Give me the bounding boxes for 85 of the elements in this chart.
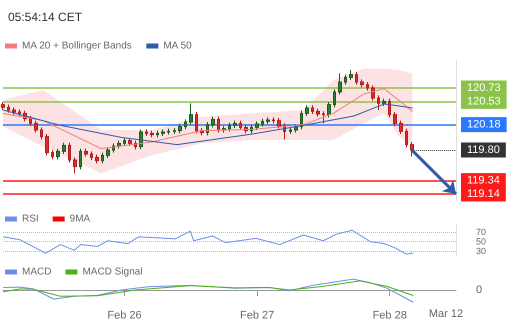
candlestick	[277, 118, 281, 130]
candlestick	[79, 148, 82, 170]
candlestick	[344, 74, 347, 86]
candlestick	[178, 124, 182, 134]
candlestick	[34, 120, 38, 134]
legend-label: RSI	[22, 214, 39, 224]
candlestick	[128, 138, 132, 146]
y-tick-label: 30	[476, 246, 486, 256]
candlestick	[106, 146, 110, 158]
candlestick	[145, 128, 148, 136]
candlestick	[316, 108, 320, 118]
candlestick	[184, 118, 187, 130]
candlestick	[410, 142, 414, 158]
candlestick	[377, 94, 380, 110]
candlestick	[399, 120, 403, 134]
candlestick	[84, 148, 88, 158]
candlestick	[338, 72, 342, 96]
text: Mar 12	[428, 308, 464, 320]
candlestick	[195, 112, 198, 134]
ref-line-label: 119.34	[467, 174, 500, 187]
candlestick	[371, 84, 375, 102]
candlestick	[161, 128, 165, 136]
candlestick	[117, 140, 121, 150]
ref-line-label: 119.80	[467, 144, 500, 156]
candlestick	[62, 142, 66, 154]
candlestick	[123, 138, 126, 146]
candlestick	[366, 82, 369, 92]
candlestick	[393, 112, 397, 126]
candlestick	[322, 110, 325, 124]
candlestick	[101, 152, 104, 164]
candlestick	[45, 134, 49, 156]
legend-label: MACD	[22, 266, 52, 278]
text: 0	[476, 284, 482, 296]
candlestick	[18, 108, 21, 116]
candlestick	[233, 120, 237, 128]
legend-label: MACD Signal	[82, 266, 142, 278]
candlestick	[206, 122, 209, 136]
ref-line-label: 120.53	[467, 95, 501, 108]
candlestick	[150, 130, 154, 138]
candlestick	[217, 116, 220, 134]
ref-line-label: 119.14	[467, 188, 500, 200]
candlestick	[40, 126, 43, 140]
candlestick	[255, 120, 259, 130]
candlestick	[12, 106, 16, 116]
candlestick	[289, 126, 292, 134]
candlestick	[266, 116, 270, 124]
candlestick	[349, 70, 353, 80]
candlestick	[305, 104, 309, 116]
candlestick	[90, 150, 93, 160]
legend-label: MA 20 + Bollinger Bands	[22, 40, 132, 52]
ref-line-label: 120.18	[467, 118, 501, 131]
candlestick	[1, 102, 5, 110]
candlestick	[228, 122, 231, 132]
candlestick	[382, 98, 386, 106]
candlestick	[388, 98, 391, 118]
candlestick	[311, 104, 314, 114]
candlestick	[333, 88, 336, 108]
candlestick	[405, 128, 408, 148]
chart-title: 05:54:14 CET	[8, 10, 83, 24]
y-tick-label: 50	[476, 236, 486, 247]
x-tick-label: Feb 27	[240, 310, 274, 322]
candlestick	[239, 120, 242, 130]
candlestick	[51, 150, 54, 160]
candlestick	[95, 154, 99, 164]
candlestick	[29, 116, 32, 126]
legend-label: MA 50	[163, 40, 192, 52]
candlestick	[7, 104, 10, 114]
candlestick	[360, 78, 364, 88]
candlestick	[355, 72, 358, 86]
candlestick	[327, 102, 331, 118]
legend-label: 9MA	[70, 214, 91, 224]
candlestick	[56, 148, 60, 160]
candlestick	[211, 116, 215, 128]
candlestick	[189, 102, 193, 126]
ref-line-label: 120.73	[467, 82, 501, 94]
candlestick	[261, 118, 264, 128]
y-tick-label: 70	[476, 227, 486, 238]
x-tick-label: Feb 26	[107, 310, 142, 322]
candlestick	[73, 156, 77, 174]
candlestick	[272, 116, 275, 124]
candlestick	[156, 130, 159, 138]
candlestick	[167, 128, 170, 136]
x-tick-label: Feb 28	[372, 310, 407, 322]
candlestick	[173, 128, 176, 134]
candlestick	[68, 142, 71, 164]
